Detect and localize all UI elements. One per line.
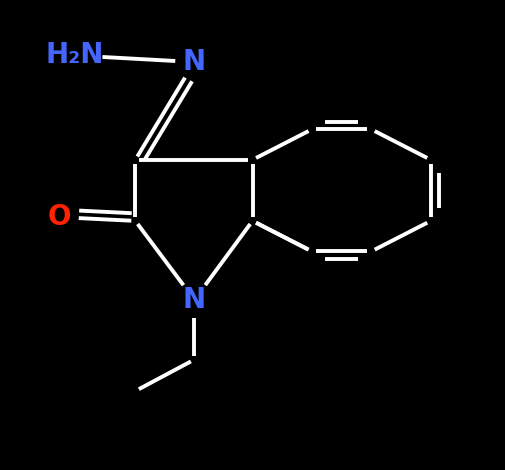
Text: N: N xyxy=(183,286,206,314)
Text: H₂N: H₂N xyxy=(45,41,104,70)
Text: N: N xyxy=(183,48,206,76)
Text: O: O xyxy=(48,203,71,231)
